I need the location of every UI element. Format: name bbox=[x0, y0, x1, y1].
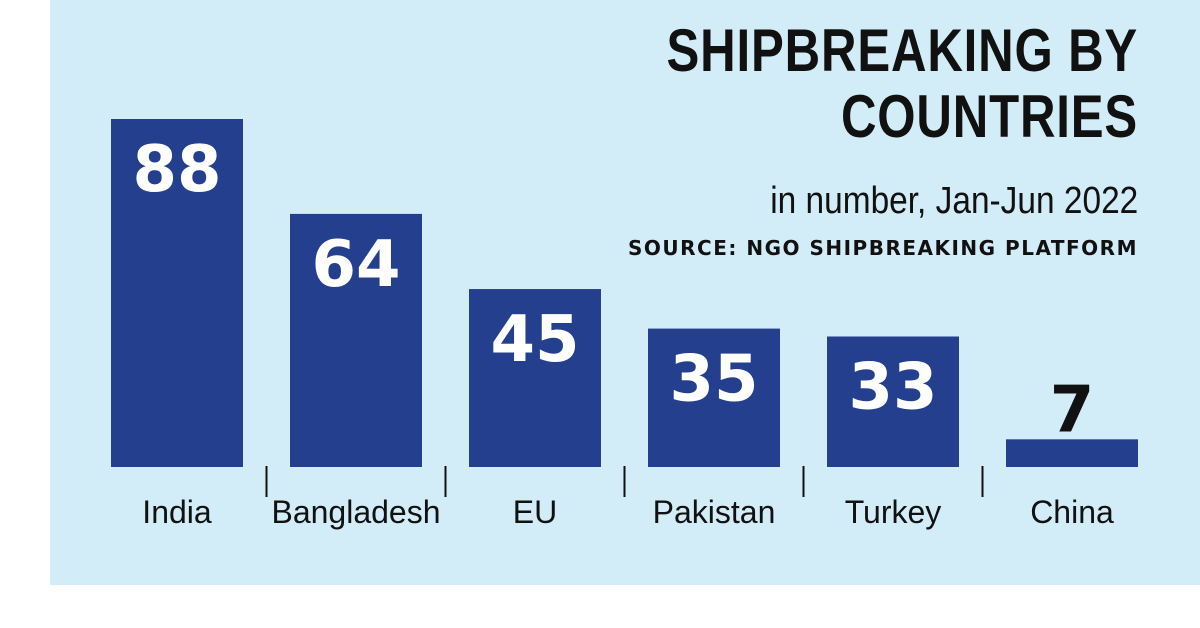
bar-bangladesh bbox=[290, 213, 422, 467]
bar-value-turkey: 33 bbox=[848, 351, 937, 425]
category-label-china: China bbox=[1030, 494, 1114, 530]
bar-eu bbox=[469, 289, 601, 467]
bar-value-india: 88 bbox=[132, 133, 221, 207]
bar-value-pakistan: 35 bbox=[669, 343, 758, 417]
category-label-eu: EU bbox=[513, 494, 557, 530]
bar-turkey bbox=[827, 336, 959, 467]
chart-source: SOURCE: NGO SHIPBREAKING PLATFORM bbox=[628, 236, 1138, 260]
category-label-india: India bbox=[142, 494, 212, 530]
chart-title: SHIPBREAKING BY COUNTRIES bbox=[666, 18, 1138, 150]
bar-value-china: 7 bbox=[1050, 373, 1095, 447]
bar-india bbox=[111, 119, 243, 467]
chart-title-line-1: SHIPBREAKING BY bbox=[666, 17, 1138, 84]
bar-pakistan bbox=[648, 328, 780, 467]
category-label-turkey: Turkey bbox=[845, 494, 942, 530]
category-label-bangladesh: Bangladesh bbox=[271, 494, 440, 530]
bar-value-bangladesh: 64 bbox=[311, 228, 400, 302]
chart-title-line-2: COUNTRIES bbox=[840, 83, 1138, 150]
category-label-pakistan: Pakistan bbox=[653, 494, 776, 530]
bar-value-eu: 45 bbox=[490, 303, 579, 377]
bar-china bbox=[1006, 439, 1138, 467]
chart-subtitle: in number, Jan-Jun 2022 bbox=[769, 180, 1138, 222]
